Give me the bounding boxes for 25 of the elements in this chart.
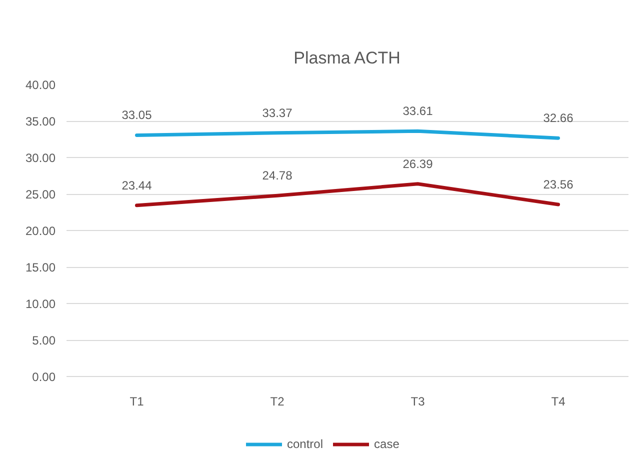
data-label: 26.39 [402,156,434,171]
y-tick-label: 25.00 [25,188,56,202]
y-tick-label: 15.00 [25,260,56,274]
chart-title: Plasma ACTH [294,48,400,68]
x-tick-label: T3 [410,394,426,408]
data-label: 33.37 [262,106,293,120]
data-label: 33.61 [402,104,434,118]
data-label: 24.78 [262,168,293,183]
x-tick-label: T2 [270,394,285,408]
y-tick-label: 20.00 [25,224,56,238]
y-tick-label: 5.00 [32,334,56,348]
legend-label: case [374,437,400,451]
y-tick-label: 40.00 [25,78,56,92]
line-series [135,129,560,140]
x-tick-label: T1 [130,394,144,408]
y-tick-label: 10.00 [25,297,56,311]
y-tick-label: 35.00 [25,114,56,128]
x-tick-label: T4 [551,394,566,408]
data-label: 32.66 [543,111,574,126]
y-tick-label: 30.00 [25,151,56,165]
data-label: 33.05 [122,108,152,122]
data-label: 23.56 [543,178,574,192]
y-tick-label: 0.00 [32,370,56,384]
legend-label: control [287,437,324,451]
data-label: 23.44 [122,178,152,192]
